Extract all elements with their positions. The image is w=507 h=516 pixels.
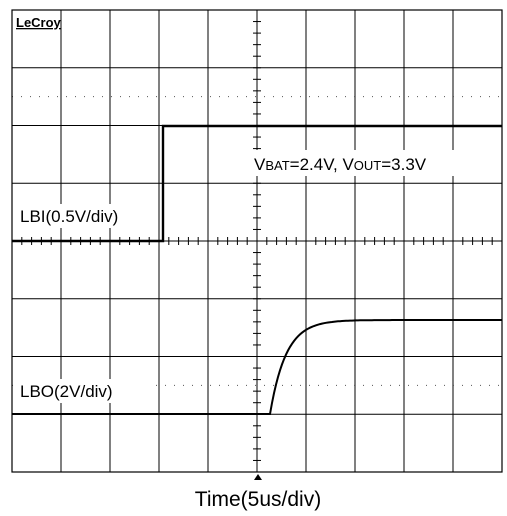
lbo-label: LBO(2V/div) bbox=[20, 382, 113, 401]
lbi-trace bbox=[12, 124, 502, 243]
annotation-box bbox=[252, 150, 494, 176]
text: =3.3V bbox=[381, 155, 427, 174]
text: V bbox=[254, 155, 266, 174]
trigger-marker bbox=[254, 474, 262, 480]
lbi-label: LBI(0.5V/div) bbox=[20, 207, 118, 226]
x-label: Time(5us/div) bbox=[195, 488, 321, 511]
text: BAT bbox=[265, 158, 289, 173]
text: OUT bbox=[354, 158, 382, 173]
brand: LeCroy bbox=[16, 15, 62, 30]
brand-box bbox=[14, 12, 58, 32]
annotation: VBAT=2.4V, VOUT=3.3V bbox=[254, 155, 427, 174]
label-box bbox=[16, 379, 156, 403]
lbo-trace bbox=[12, 319, 502, 415]
label-box bbox=[16, 204, 156, 228]
text: =2.4V, V bbox=[290, 155, 355, 174]
